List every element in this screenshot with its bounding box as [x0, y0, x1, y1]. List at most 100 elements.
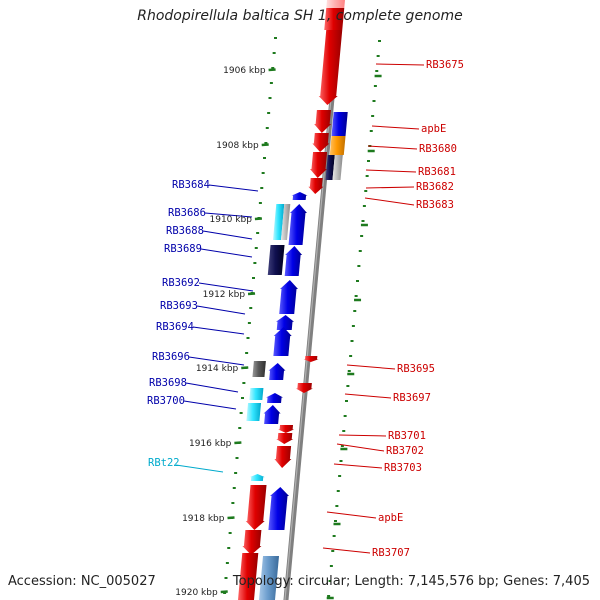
gene-reverse-arrow: [303, 356, 319, 362]
gene-features: [237, 0, 348, 600]
leader-line-forward: [185, 382, 239, 393]
gene-label-reverse: apbE: [421, 123, 446, 135]
gene-forward-arrow: [267, 245, 285, 275]
gene-reverse-arrow: [314, 110, 332, 133]
gene-forward-arrow: [272, 204, 285, 240]
major-tick: [227, 516, 235, 520]
leader-line-reverse: [322, 547, 371, 554]
gene-reverse-arrow: [245, 485, 267, 530]
gene-label-forward: RB3684: [172, 179, 210, 191]
gene-forward-arrow: [291, 192, 308, 200]
gene-label-reverse: RB3695: [397, 363, 435, 375]
gene-label-reverse: RB3680: [419, 143, 457, 155]
gene-forward-arrow: [273, 327, 292, 356]
leader-line-forward: [183, 400, 237, 410]
gene-reverse-arrow: [318, 30, 343, 105]
leader-line-reverse: [367, 145, 418, 150]
leader-line-reverse: [344, 393, 392, 399]
gene-forward-arrow: [263, 405, 281, 424]
gene-forward-arrow: [249, 388, 264, 400]
gene-label-reverse: RB3703: [384, 462, 422, 474]
leader-line-reverse: [364, 197, 415, 206]
gene-label-reverse: RB3681: [418, 166, 456, 178]
kbp-label: 1914 kbp: [196, 364, 239, 374]
major-tick: [254, 217, 263, 221]
leader-line-reverse: [365, 169, 417, 173]
gene-label-forward: RB3700: [147, 395, 185, 407]
gene-forward-arrow: [325, 155, 335, 180]
kbp-label: 1918 kbp: [182, 514, 225, 524]
leader-line-forward: [202, 230, 253, 240]
gene-label-rna: RBt22: [148, 457, 180, 469]
gene-reverse-arrow: [278, 425, 295, 433]
leader-line-forward: [196, 305, 246, 315]
kbp-label: 1912 kbp: [203, 290, 246, 300]
tick-marks: [220, 37, 382, 600]
leader-line-forward: [192, 326, 245, 335]
gene-label-forward: RB3696: [152, 351, 190, 363]
major-tick: [241, 366, 249, 370]
gene-forward-arrow: [246, 403, 262, 421]
kbp-label: 1920 kbp: [175, 588, 218, 598]
gene-reverse-arrow: [276, 433, 294, 444]
gene-label-forward: RB3688: [166, 225, 204, 237]
gene-label-reverse: apbE: [378, 512, 403, 524]
gene-label-reverse: RB3682: [416, 181, 454, 193]
kbp-label: 1916 kbp: [189, 439, 232, 449]
major-tick: [247, 292, 256, 296]
gene-reverse-arrow: [274, 446, 292, 468]
leader-line-reverse: [338, 434, 387, 437]
leader-line-forward: [198, 282, 254, 292]
leader-line-reverse: [326, 511, 377, 519]
gene-reverse-arrow: [242, 530, 262, 555]
kbp-label: 1906 kbp: [223, 66, 266, 76]
gene-reverse-arrow: [308, 178, 324, 194]
gene-label-reverse: RB3702: [386, 445, 424, 457]
gene-reverse-arrow: [237, 553, 259, 600]
gene-label-forward: RB3686: [168, 207, 206, 219]
axis-labels: 1906 kbp 1908 kbp 1910 kbp 1912 kbp 1914 kbp…: [175, 66, 266, 598]
major-tick: [268, 68, 276, 72]
leader-line-reverse: [336, 443, 385, 452]
gene-label-reverse: RB3701: [388, 430, 426, 442]
gene-label-reverse: RB3707: [372, 547, 410, 559]
gene-forward-arrow: [258, 556, 280, 600]
genome-title: Rhodopirellula baltica SH 1, complete ge…: [137, 8, 463, 24]
leader-line-forward: [204, 212, 253, 218]
leader-line-reverse: [365, 186, 415, 189]
gene-reverse-arrow: [295, 383, 313, 393]
leader-line-reverse: [333, 463, 383, 469]
gene-forward-arrow: [331, 112, 348, 136]
gene-label-reverse: RB3675: [426, 59, 464, 71]
leader-line-reverse: [371, 125, 420, 130]
gene-forward-arrow: [329, 136, 346, 155]
leader-line-forward: [208, 184, 259, 192]
kbp-label: 1908 kbp: [216, 141, 259, 151]
gene-forward-arrow: [275, 315, 294, 330]
leader-line-forward: [188, 356, 245, 366]
gene-label-forward: RB3698: [149, 377, 187, 389]
leader-line-rna: [175, 464, 224, 473]
leader-line-reverse: [375, 63, 425, 66]
gene-forward-arrow: [288, 204, 307, 245]
gene-reverse-arrow: [312, 133, 330, 152]
gene-labels: RB3684 RB3686 RB3688 RB3689 RB3692 RB3693 RB36…: [147, 59, 464, 559]
gene-forward-arrow: [268, 487, 290, 530]
gene-reverse-arrow: [310, 152, 328, 178]
leader-line-forward: [200, 248, 253, 258]
major-tick: [261, 143, 269, 147]
label-leader-lines: [175, 63, 425, 554]
major-tick: [234, 441, 242, 445]
gene-label-reverse: RB3697: [393, 392, 431, 404]
gene-forward-arrow: [284, 246, 303, 276]
gene-forward-arrow: [279, 280, 298, 314]
rna-gene-arrow: [249, 474, 265, 481]
gene-reverse-arrow: [324, 8, 345, 30]
gene-forward-arrow: [268, 363, 286, 380]
accession-text: Accession: NC_005027: [8, 574, 156, 589]
gene-label-forward: RB3694: [156, 321, 194, 333]
gene-forward-arrow: [332, 155, 343, 180]
gene-label-forward: RB3689: [164, 243, 202, 255]
major-tick: [220, 590, 228, 594]
